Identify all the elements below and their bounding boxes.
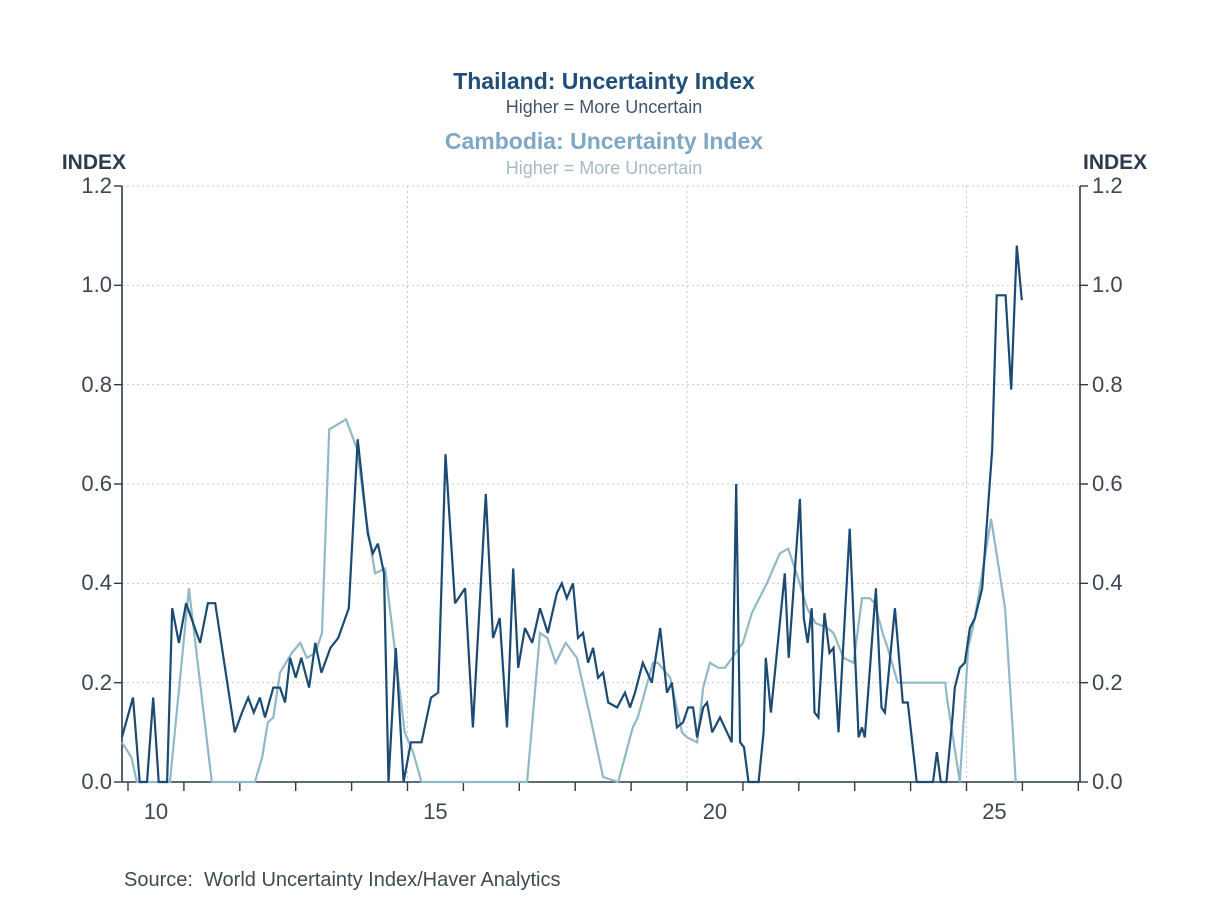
right-axis-unit-label: INDEX	[1083, 151, 1148, 174]
x-year-label: 15	[423, 799, 448, 824]
cambodia-subtitle: Higher = More Uncertain	[505, 157, 703, 178]
right-y-tick-label: 0.0	[1092, 769, 1123, 794]
right-y-tick-label: 0.8	[1092, 371, 1123, 397]
left-y-tick-label: 0.0	[81, 769, 112, 794]
x-year-label: 25	[982, 799, 1007, 824]
left-y-tick-label: 0.8	[81, 371, 112, 397]
left-y-tick-label: 0.4	[81, 570, 112, 596]
left-y-tick-label: 0.2	[81, 669, 112, 695]
thailand-line	[120, 245, 1023, 784]
right-y-tick-label: 1.0	[1092, 272, 1123, 298]
thailand-title: Thailand: Uncertainty Index	[453, 68, 755, 94]
left-y-tick-label: 1.0	[81, 272, 112, 298]
x-year-label: 10	[143, 799, 169, 824]
left-axis-unit-label: INDEX	[61, 151, 126, 174]
right-y-tick-label: 1.2	[1092, 173, 1123, 198]
right-y-tick-label: 0.4	[1092, 570, 1123, 596]
x-year-label: 20	[702, 799, 728, 824]
right-y-tick-label: 0.2	[1092, 669, 1123, 695]
cambodia-line	[120, 417, 1017, 784]
source-note: Source: World Uncertainty Index/Haver An…	[124, 869, 561, 891]
left-y-tick-label: 1.2	[81, 173, 112, 198]
thailand-subtitle: Higher = More Uncertain	[505, 97, 703, 118]
cambodia-title: Cambodia: Uncertainty Index	[444, 128, 764, 155]
title-block: Thailand: Uncertainty Index Higher = Mor…	[0, 68, 1208, 178]
right-y-tick-label: 0.6	[1092, 471, 1123, 496]
left-y-tick-label: 0.6	[81, 471, 112, 496]
